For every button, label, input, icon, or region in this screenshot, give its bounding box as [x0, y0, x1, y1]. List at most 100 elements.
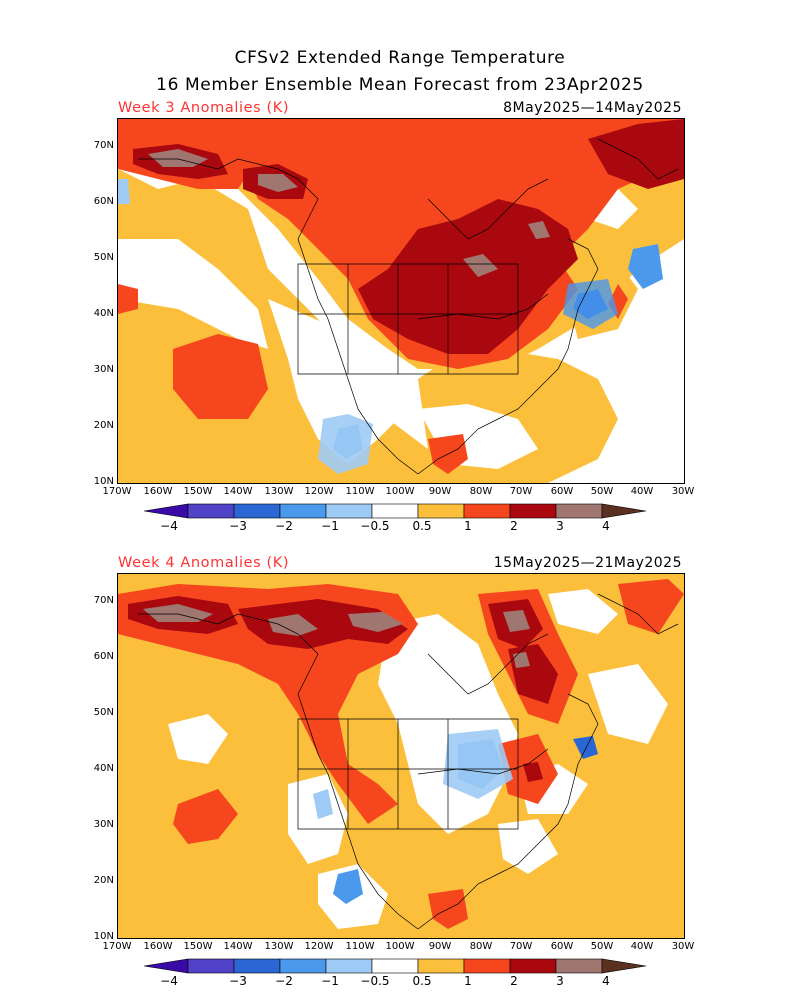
colorbar-label: −4 — [160, 519, 178, 533]
lon-label: 120W — [304, 941, 334, 952]
week3-map — [117, 118, 685, 484]
colorbar-swatch-p05_1 — [417, 503, 465, 519]
week4-map-fields — [118, 574, 684, 938]
colorbar-label: −3 — [229, 519, 247, 533]
lat-label: 30N — [93, 819, 114, 830]
colorbar-swatch-p1_2 — [463, 503, 511, 519]
week4-dates: 15May2025—21May2025 — [493, 555, 682, 571]
week3-map-fields — [118, 119, 684, 483]
colorbar-swatch-p05_1 — [417, 958, 465, 974]
lon-label: 130W — [264, 486, 294, 497]
lon-label: 160W — [143, 486, 173, 497]
colorbar-label: 1 — [464, 974, 472, 988]
colorbar-label: −1 — [321, 519, 339, 533]
colorbar-swatch-m2_m1 — [279, 958, 327, 974]
lon-label: 80W — [469, 486, 493, 497]
lon-label: 100W — [385, 486, 415, 497]
lon-label: 80W — [469, 941, 493, 952]
colorbar-arrow-low — [143, 503, 189, 519]
colorbar-label: 0.5 — [412, 519, 432, 533]
colorbar-swatch-m3_m2 — [233, 958, 281, 974]
lat-label: 60N — [93, 651, 114, 662]
lat-label: 70N — [93, 595, 114, 606]
lon-label: 110W — [345, 941, 375, 952]
lon-label: 30W — [671, 486, 695, 497]
lon-label: 70W — [509, 486, 533, 497]
lon-label: 170W — [102, 486, 132, 497]
colorbar-arrow-low — [143, 958, 189, 974]
week3-dates: 8May2025—14May2025 — [503, 100, 682, 116]
week3-colorbar: −4 −3 −2 −1 −0.5 0.5 1 2 3 4 — [140, 502, 660, 538]
colorbar-label: −2 — [275, 519, 293, 533]
lon-label: 170W — [102, 941, 132, 952]
colorbar-label: −0.5 — [360, 974, 390, 988]
colorbar-label: 3 — [556, 974, 564, 988]
colorbar-swatch-m1_m05 — [325, 958, 373, 974]
title-line-1: CFSv2 Extended Range Temperature — [234, 48, 566, 68]
colorbar-swatch-m4_m3 — [187, 503, 235, 519]
lon-label: 120W — [304, 486, 334, 497]
colorbar-swatch-m05_05 — [371, 503, 419, 519]
colorbar-swatch-p3_4 — [555, 958, 603, 974]
colorbar-swatch-p3_4 — [555, 503, 603, 519]
colorbar-label: 2 — [510, 974, 518, 988]
colorbar-label: 3 — [556, 519, 564, 533]
week3-panel: Week 3 Anomalies (K) 8May2025—14May2025 — [0, 98, 800, 518]
lat-label: 50N — [93, 252, 114, 263]
lat-label: 60N — [93, 196, 114, 207]
lat-label: 50N — [93, 707, 114, 718]
colorbar-arrow-high — [601, 958, 647, 974]
lon-label: 50W — [590, 941, 614, 952]
week3-label: Week 3 Anomalies (K) — [118, 100, 290, 116]
lon-label: 40W — [630, 486, 654, 497]
colorbar-swatches — [143, 503, 647, 519]
lon-label: 110W — [345, 486, 375, 497]
lon-label: 90W — [428, 941, 452, 952]
week4-label: Week 4 Anomalies (K) — [118, 555, 290, 571]
lon-label: 50W — [590, 486, 614, 497]
colorbar-swatch-p2_3 — [509, 503, 557, 519]
lat-label: 20N — [93, 875, 114, 886]
lon-label: 160W — [143, 941, 173, 952]
lon-label: 130W — [264, 941, 294, 952]
lon-label: 70W — [509, 941, 533, 952]
colorbar-label: −1 — [321, 974, 339, 988]
week4-map — [117, 573, 685, 939]
lon-label: 30W — [671, 941, 695, 952]
colorbar-label: 0.5 — [412, 974, 432, 988]
colorbar-label: 1 — [464, 519, 472, 533]
lat-label: 20N — [93, 420, 114, 431]
lon-label: 140W — [223, 941, 253, 952]
colorbar-swatch-p2_3 — [509, 958, 557, 974]
lat-label: 10N — [93, 476, 114, 487]
lon-label: 40W — [630, 941, 654, 952]
colorbar-label: −3 — [229, 974, 247, 988]
lon-label: 60W — [550, 941, 574, 952]
colorbar-label: −2 — [275, 974, 293, 988]
colorbar-swatch-m4_m3 — [187, 958, 235, 974]
lat-label: 10N — [93, 931, 114, 942]
colorbar-label: 4 — [602, 519, 610, 533]
lon-label: 90W — [428, 486, 452, 497]
colorbar-label: −4 — [160, 974, 178, 988]
colorbar-label: 4 — [602, 974, 610, 988]
lat-label: 40N — [93, 308, 114, 319]
colorbar-label: 2 — [510, 519, 518, 533]
lon-label: 150W — [183, 486, 213, 497]
week4-panel: Week 4 Anomalies (K) 15May2025—21May2025 — [0, 553, 800, 973]
lat-label: 40N — [93, 763, 114, 774]
colorbar-swatch-m3_m2 — [233, 503, 281, 519]
title-line-2: 16 Member Ensemble Mean Forecast from 23… — [156, 75, 644, 95]
colorbar-swatches — [143, 958, 647, 974]
lon-label: 100W — [385, 941, 415, 952]
lon-label: 150W — [183, 941, 213, 952]
colorbar-label: −0.5 — [360, 519, 390, 533]
colorbar-arrow-high — [601, 503, 647, 519]
week4-colorbar: −4 −3 −2 −1 −0.5 0.5 1 2 3 4 — [140, 957, 660, 993]
lat-label: 30N — [93, 364, 114, 375]
colorbar-swatch-m1_m05 — [325, 503, 373, 519]
colorbar-swatch-m2_m1 — [279, 503, 327, 519]
lat-label: 70N — [93, 140, 114, 151]
colorbar-swatch-p1_2 — [463, 958, 511, 974]
lon-label: 140W — [223, 486, 253, 497]
